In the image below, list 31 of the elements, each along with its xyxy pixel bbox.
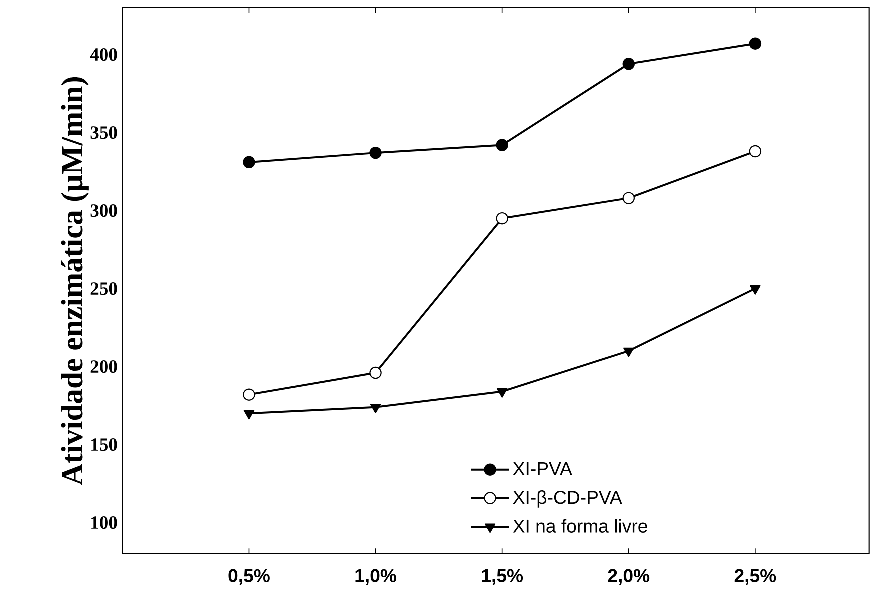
point xyxy=(496,388,508,398)
point xyxy=(370,146,382,160)
y-tick-label: 250 xyxy=(90,282,118,296)
y-tick-label: 400 xyxy=(90,48,118,62)
point xyxy=(750,285,761,295)
y-tick-label: 350 xyxy=(90,126,118,140)
point xyxy=(244,410,255,420)
x-tick-label: 1,0% xyxy=(356,569,396,586)
point xyxy=(622,58,635,70)
point xyxy=(622,192,635,204)
y-tick-label: 200 xyxy=(90,360,118,374)
point xyxy=(370,366,382,380)
x-tick-label: 0,5% xyxy=(228,569,270,586)
legend-label: XI na forma livre xyxy=(513,519,648,533)
x-tick-label: 2,5% xyxy=(734,569,776,586)
point xyxy=(243,388,256,401)
y-tick-label: 300 xyxy=(90,204,118,218)
y-axis-title: Atividade enzimática (µM/min) xyxy=(61,78,89,486)
point xyxy=(749,38,762,50)
point xyxy=(749,145,762,158)
point xyxy=(624,348,634,358)
y-tick-label: 150 xyxy=(92,438,118,452)
x-tick-label: 2,0% xyxy=(608,569,650,586)
y-tick-label: 100 xyxy=(92,516,118,530)
legend-label: XI-PVA xyxy=(513,462,572,476)
x-tick-label: 1,5% xyxy=(482,569,524,586)
point xyxy=(496,212,508,225)
legend-label: XI-β-CD-PVA xyxy=(513,490,622,508)
point xyxy=(243,156,256,169)
point xyxy=(370,404,382,414)
point xyxy=(496,139,508,152)
